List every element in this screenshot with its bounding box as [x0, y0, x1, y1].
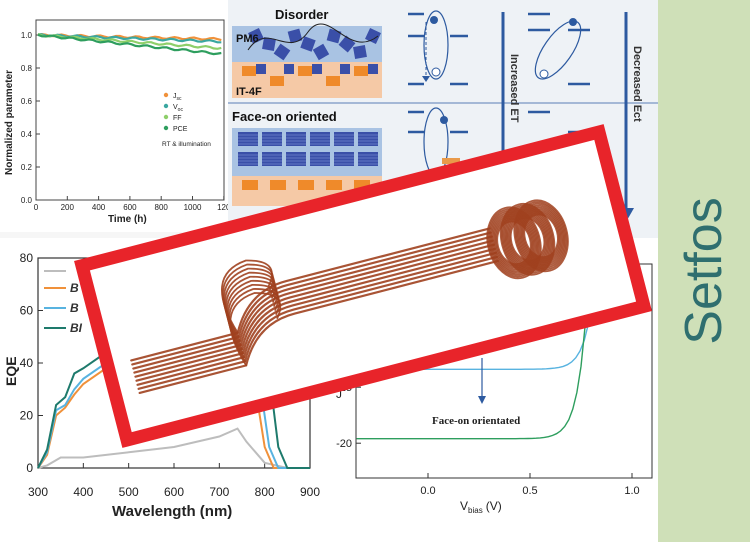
- increased-et-label: Increased ET: [508, 54, 520, 123]
- stability-chart: 0.00.20.40.60.81.0 0 200 400 600 800 1000 120 …: [0, 0, 232, 232]
- decreased-ect-label: Decreased Ect: [631, 46, 643, 122]
- eqe-xtick: 800: [255, 485, 275, 499]
- jv-xlabel-unit: (V): [486, 499, 502, 513]
- stability-ytick: 0.0: [21, 196, 33, 205]
- eqe-ytick: 80: [20, 251, 34, 265]
- eqe-xtick: 700: [209, 485, 229, 499]
- jv-annotation: Face-on orientated: [432, 415, 520, 427]
- stability-note: RT & illumination: [162, 141, 211, 148]
- legend-marker: [163, 125, 169, 131]
- legend-marker: [163, 103, 169, 109]
- stability-ylabel: Normalized parameter: [4, 70, 15, 175]
- eqe-ytick: 20: [20, 409, 34, 423]
- donor-label: PM6: [236, 33, 259, 45]
- eqe-xtick: 900: [300, 485, 320, 499]
- acceptor-label: IT-4F: [236, 86, 262, 98]
- legend-marker: [163, 92, 169, 98]
- stability-legend-label: FF: [173, 115, 182, 122]
- svg-text:Vbias(V): Vbias (V): [460, 499, 502, 515]
- face-on-title: Face-on oriented: [232, 109, 337, 124]
- stability-legend-label: Jsc: [173, 93, 182, 102]
- eqe-legend-label: B: [70, 301, 79, 315]
- stability-xtick: 200: [61, 203, 75, 212]
- jv-xtick: 0.0: [420, 485, 435, 497]
- jv-ytick: -10: [336, 326, 352, 338]
- eqe-ytick: 0: [26, 461, 33, 475]
- eqe-xtick: 500: [119, 485, 139, 499]
- jv-xlabel-sub: bias: [468, 506, 483, 515]
- stability-xtick: 1000: [184, 203, 202, 212]
- stability-ytick: 0.2: [21, 163, 33, 172]
- eqe-xlabel: Wavelength (nm): [112, 503, 232, 520]
- stability-ytick: 0.6: [21, 97, 33, 106]
- jv-ytick: -20: [336, 438, 352, 450]
- eqe-legend-label: B: [70, 281, 79, 295]
- jv-chart: -10-15-20 0.0 0.5 1.0 J Vbias (V) Face-on o…: [330, 238, 658, 542]
- stability-series-3: [37, 33, 222, 56]
- eqe-ytick: 40: [20, 356, 34, 370]
- jv-xtick: 1.0: [624, 485, 639, 497]
- stability-legend-label: Voc: [173, 104, 183, 113]
- eqe-xtick: 300: [28, 485, 48, 499]
- jv-xlabel: V: [460, 499, 468, 513]
- morphology-schematic: Disorder Face-on oriented PM6 IT-4F: [228, 0, 660, 240]
- brand-sidebar: Setfos: [658, 0, 750, 542]
- eqe-ytick: 60: [20, 304, 34, 318]
- stability-xtick: 400: [92, 203, 106, 212]
- eqe-xtick: 400: [73, 485, 93, 499]
- disorder-title: Disorder: [275, 7, 328, 22]
- stability-legend-label: PCE: [173, 126, 188, 133]
- jv-ylabel: J: [336, 387, 342, 401]
- eqe-chart: 0 20 40 60 80 300 400 500 600 700 800 900 EQE Wave…: [0, 238, 330, 542]
- stability-xtick: 0: [34, 203, 39, 212]
- eqe-ylabel: EQE: [3, 356, 19, 386]
- brand-label: Setfos: [675, 197, 733, 345]
- stability-ytick: 1.0: [21, 31, 33, 40]
- stability-xlabel: Time (h): [108, 214, 147, 225]
- legend-marker: [163, 114, 169, 120]
- stability-xtick: 600: [123, 203, 137, 212]
- stability-ytick: 0.4: [21, 130, 33, 139]
- jv-xtick: 0.5: [522, 485, 537, 497]
- eqe-legend-label: BI: [70, 321, 83, 335]
- stability-ytick: 0.8: [21, 64, 33, 73]
- eqe-xtick: 600: [164, 485, 184, 499]
- stability-xtick: 800: [155, 203, 169, 212]
